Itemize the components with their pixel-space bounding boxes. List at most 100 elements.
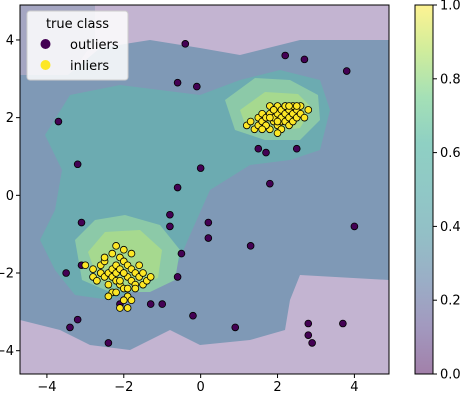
outlier-point [73,315,82,324]
colorbar-tick-label: 0.6 [440,146,461,161]
y-tick-label: 2 [6,111,14,126]
inlier-point [273,117,282,126]
colorbar-tick-label: 0.8 [440,72,461,87]
colorbar-ticks: 0.0 0.2 0.4 0.6 0.8 1.0 [433,0,461,383]
inlier-point [100,253,109,262]
outlier-point [292,144,301,153]
legend-frame [26,10,129,81]
outlier-point [246,242,255,250]
colorbar-tick-label: 1.0 [440,0,461,14]
colorbar-tick-label: 0.2 [440,294,461,309]
outlier-point [193,82,201,91]
colorbar-tick-label: 0.4 [440,220,461,235]
legend-marker-inliers [40,60,51,70]
outlier-points [54,40,359,347]
inlier-point [292,102,301,110]
inlier-point [258,125,266,134]
outlier-point [66,323,74,332]
legend-title: true class [46,17,109,32]
outlier-point [158,300,167,308]
plot-area [20,5,389,374]
outlier-point [308,339,316,347]
legend-label-inliers: inliers [70,59,109,74]
x-tick-label: −4 [37,380,56,395]
outlier-point [266,179,274,188]
outlier-point [281,51,290,60]
outlier-point [166,222,174,231]
outlier-point [342,67,351,75]
outlier-point [104,339,113,347]
inlier-point [135,261,143,270]
colorbar-gradient [414,4,434,375]
outlier-point [77,218,86,227]
inlier-point [116,276,124,285]
outlier-point [304,319,313,328]
inlier-point [123,304,132,312]
x-tick-label: −2 [114,380,133,395]
y-tick-label: 4 [6,33,14,48]
inlier-point [131,284,140,293]
outlier-point [146,300,155,308]
inlier-point [104,292,113,301]
outlier-point [196,164,205,172]
legend-label-outliers: outliers [70,38,119,53]
inlier-point [127,249,136,258]
inlier-point [108,249,117,258]
outlier-point [189,311,197,320]
inlier-point [269,106,278,114]
inlier-point [300,113,309,122]
inlier-point [304,106,313,114]
inlier-point [119,296,128,305]
inlier-point [246,117,255,126]
inlier-point [119,245,128,254]
inlier-point [116,304,124,312]
outlier-point [204,218,213,227]
y-tick-label: −2 [0,267,14,282]
outlier-point [254,144,263,153]
inlier-point [112,288,120,297]
outlier-point [304,331,313,339]
inlier-point [139,269,147,277]
outlier-point [173,183,182,192]
inlier-point [104,280,113,289]
legend: true class outliers inliers [26,10,129,81]
outlier-point [262,148,270,157]
inlier-point [89,265,97,273]
inlier-point [285,102,293,110]
inlier-point [127,296,136,305]
inlier-point [81,261,90,270]
outlier-point [204,234,213,242]
outlier-point [54,117,63,126]
legend-marker-outliers [40,39,51,49]
x-tick-label: 2 [273,380,281,395]
outlier-point [231,323,240,332]
x-axis-ticks: −4 −2 0 2 4 [37,374,359,395]
inlier-point [119,269,128,277]
y-tick-label: 0 [6,189,14,204]
inlier-point [273,129,282,137]
outlier-point [173,273,182,281]
inlier-point [93,276,101,285]
outlier-point [166,210,174,219]
colorbar: 0.0 0.2 0.4 0.6 0.8 1.0 [414,0,461,383]
inlier-points [81,102,313,312]
axes-frame [19,4,390,375]
inlier-point [266,113,274,122]
outlier-point [177,249,186,258]
outlier-point [173,78,182,87]
inlier-point [123,284,132,293]
outlier-point [300,55,309,64]
outlier-point [62,269,70,277]
colorbar-tick-label: 0.0 [440,368,461,383]
outlier-point [181,40,190,48]
outlier-point [73,160,82,169]
y-axis-ticks: −4 −2 0 2 4 [0,33,20,359]
outlier-point [339,319,347,328]
outlier-point [350,222,359,231]
inlier-point [112,242,120,250]
inlier-point [146,273,155,281]
y-tick-label: −4 [0,344,14,359]
x-tick-label: 4 [350,380,358,395]
